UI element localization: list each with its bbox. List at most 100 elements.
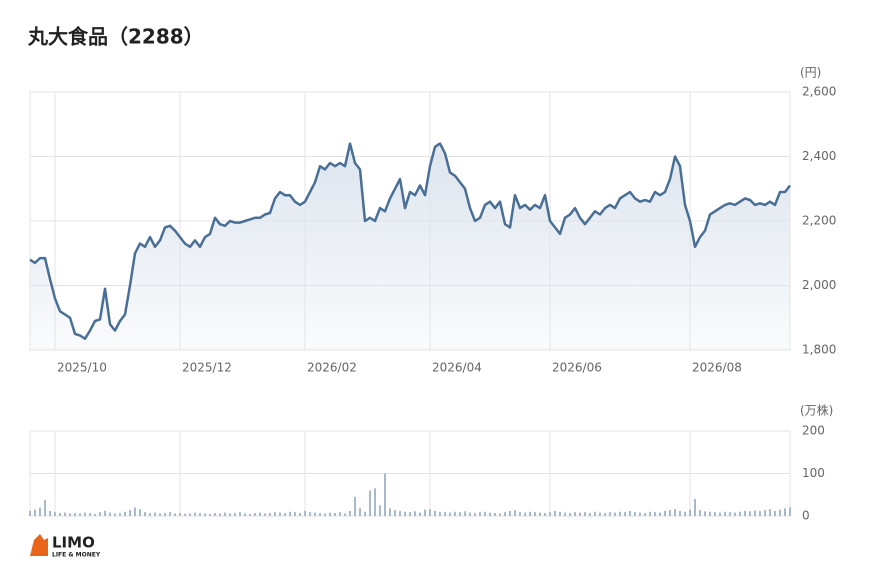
volume-bar: [609, 512, 611, 516]
volume-bar: [294, 512, 296, 516]
volume-bar: [574, 512, 576, 516]
volume-bar: [274, 512, 276, 516]
volume-bar: [549, 512, 551, 516]
volume-unit: (万株): [800, 403, 833, 418]
volume-bar: [214, 513, 216, 516]
volume-bar: [139, 509, 141, 516]
volume-bar: [569, 513, 571, 516]
volume-bar: [389, 508, 391, 516]
logo-name: LIMO: [52, 534, 95, 552]
volume-bar: [309, 512, 311, 516]
volume-bar: [209, 513, 211, 516]
volume-bar: [504, 512, 506, 516]
x-tick-label: 2025/10: [57, 361, 107, 375]
volume-bar: [339, 512, 341, 516]
volume-bar: [144, 512, 146, 516]
volume-bar: [249, 513, 251, 516]
logo-tagline: LIFE & MONEY: [52, 552, 101, 559]
volume-bar: [654, 512, 656, 516]
y-tick-label: 2,200: [802, 214, 836, 228]
volume-bar: [344, 513, 346, 516]
volume-bar: [244, 513, 246, 516]
volume-bar: [789, 507, 791, 516]
volume-bar: [84, 512, 86, 516]
volume-bar: [349, 510, 351, 516]
volume-bar: [674, 509, 676, 516]
volume-bar: [524, 512, 526, 516]
volume-bar: [284, 513, 286, 516]
volume-bar: [764, 510, 766, 516]
volume-bar: [644, 513, 646, 516]
volume-bar: [99, 512, 101, 516]
volume-bar: [359, 508, 361, 516]
volume-bar: [589, 513, 591, 516]
volume-bar: [129, 510, 131, 516]
volume-bar: [709, 511, 711, 516]
volume-bar: [464, 511, 466, 516]
y-tick-label: 0: [802, 509, 810, 523]
y-tick-label: 2,000: [802, 278, 836, 292]
y-tick-label: 2,600: [802, 85, 836, 99]
volume-bar: [204, 513, 206, 516]
area-fill: [30, 143, 790, 350]
volume-bar: [39, 507, 41, 516]
volume-bar: [169, 512, 171, 516]
price-unit: (円): [800, 66, 821, 80]
volume-bar: [714, 512, 716, 516]
volume-bar: [259, 512, 261, 516]
volume-bar: [759, 510, 761, 516]
volume-bar: [254, 513, 256, 516]
volume-bar: [629, 510, 631, 516]
x-tick-label: 2026/04: [432, 361, 482, 375]
volume-bar: [534, 512, 536, 516]
volume-bar: [319, 513, 321, 516]
volume-bar: [279, 512, 281, 516]
volume-bar: [689, 509, 691, 516]
volume-bar: [529, 511, 531, 516]
volume-bar: [124, 511, 126, 516]
volume-bar: [769, 509, 771, 516]
volume-bar: [399, 510, 401, 516]
volume-bar: [519, 512, 521, 516]
volume-bar: [444, 512, 446, 516]
volume-bar: [664, 510, 666, 516]
volume-bar: [179, 513, 181, 516]
volume-bar: [414, 511, 416, 516]
volume-bar: [739, 511, 741, 516]
volume-bar: [564, 512, 566, 516]
volume-bar: [584, 512, 586, 516]
volume-bar: [369, 490, 371, 516]
volume-bar: [679, 510, 681, 516]
y-tick-label: 100: [802, 466, 825, 480]
volume-bar: [619, 511, 621, 516]
volume-bar: [639, 512, 641, 516]
volume-bar: [704, 511, 706, 516]
volume-bar: [109, 512, 111, 516]
logo: LIMO LIFE & MONEY: [30, 534, 101, 559]
volume-bar: [234, 513, 236, 516]
volume-bar: [559, 511, 561, 516]
volume-bar: [489, 512, 491, 516]
volume-bar: [219, 513, 221, 516]
volume-bar: [734, 512, 736, 516]
volume-bar: [134, 507, 136, 516]
volume-bar: [409, 512, 411, 516]
volume-bar: [114, 513, 116, 516]
volume-bar: [514, 510, 516, 516]
x-tick-label: 2025/12: [182, 361, 232, 375]
volume-bar: [154, 512, 156, 516]
volume-bar: [79, 513, 81, 516]
volume-bar: [779, 509, 781, 516]
volume-bar: [119, 513, 121, 516]
volume-bar: [659, 512, 661, 516]
volume-bar: [149, 513, 151, 516]
volume-bar: [194, 512, 196, 516]
volume-bar: [54, 512, 56, 516]
volume-bar: [354, 496, 356, 516]
y-tick-label: 200: [802, 424, 825, 438]
volume-bar: [554, 510, 556, 516]
volume-bar: [419, 512, 421, 516]
volume-bar: [184, 513, 186, 516]
volume-bar: [634, 512, 636, 516]
